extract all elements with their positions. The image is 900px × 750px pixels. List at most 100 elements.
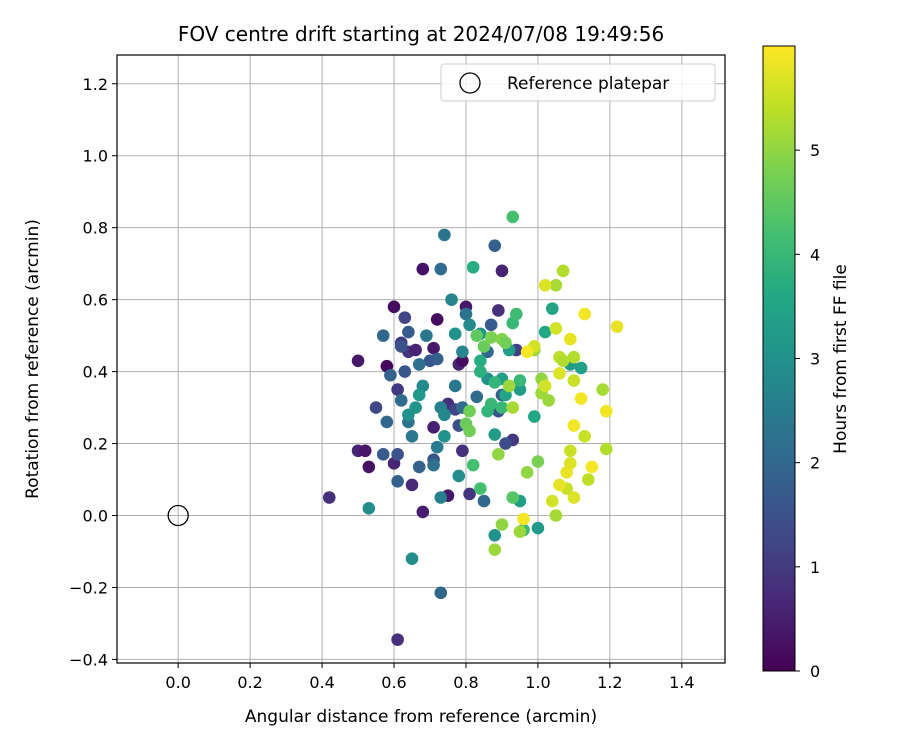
data-point — [474, 365, 487, 378]
y-tick-label: 1.0 — [83, 147, 108, 166]
x-axis-label: Angular distance from reference (arcmin) — [245, 707, 597, 727]
data-point — [513, 374, 527, 387]
data-point — [438, 408, 451, 422]
data-point — [510, 307, 523, 321]
data-point — [387, 300, 401, 314]
data-point — [549, 322, 563, 335]
data-point — [564, 444, 577, 458]
colorbar-ticks: 0 1 2 3 4 5 — [795, 141, 820, 681]
data-point — [376, 448, 390, 461]
data-point — [463, 424, 476, 438]
data-point — [574, 392, 588, 405]
y-tick-label: −0.2 — [69, 578, 108, 597]
data-point — [578, 430, 591, 443]
data-point — [574, 361, 588, 375]
data-point — [599, 404, 613, 418]
data-point — [474, 354, 487, 368]
data-point — [427, 421, 440, 434]
x-tick-label: 0.2 — [237, 673, 262, 692]
data-point — [376, 329, 390, 342]
data-point — [409, 343, 422, 357]
data-point — [405, 552, 419, 565]
data-point — [434, 262, 448, 276]
data-point — [412, 358, 426, 371]
data-point — [391, 448, 404, 461]
data-point — [538, 325, 552, 339]
data-point — [531, 455, 545, 468]
data-point — [427, 458, 440, 472]
data-point — [456, 444, 469, 458]
data-point — [488, 428, 502, 441]
data-point — [513, 383, 527, 396]
data-point — [549, 278, 563, 292]
data-point — [412, 460, 426, 474]
data-point — [477, 494, 491, 508]
data-point — [553, 478, 566, 492]
data-point — [466, 458, 480, 472]
data-point — [556, 354, 570, 368]
grid-lines — [117, 55, 725, 663]
x-tick-label: 1.0 — [525, 673, 550, 692]
data-point — [369, 401, 383, 414]
data-point — [538, 379, 552, 393]
data-point — [567, 374, 581, 387]
data-point — [456, 354, 469, 368]
data-point — [438, 228, 451, 242]
legend: Reference platepar — [440, 63, 716, 102]
data-point — [546, 494, 559, 508]
data-point — [430, 440, 444, 454]
data-point — [520, 345, 534, 359]
data-point — [470, 390, 484, 404]
plot-frame — [116, 54, 726, 664]
data-point — [495, 518, 509, 531]
data-point — [402, 325, 415, 339]
data-point — [488, 239, 502, 252]
data-point — [553, 367, 566, 380]
x-tick-label: 0.4 — [309, 673, 334, 692]
colorbar-label: Hours from first FF file — [831, 264, 851, 454]
data-point — [564, 332, 577, 346]
data-point — [456, 345, 469, 359]
data-point — [492, 304, 505, 317]
data-point — [391, 383, 404, 396]
x-tick-label: 1.2 — [597, 673, 622, 692]
x-tick-label: 0.0 — [165, 673, 190, 692]
y-tick-label: −0.4 — [69, 650, 108, 669]
colorbar-tick-label: 2 — [810, 454, 820, 473]
legend-box — [440, 63, 716, 102]
data-point — [502, 379, 516, 393]
colorbar-tick-label: 0 — [810, 662, 820, 681]
legend-label: Reference platepar — [507, 74, 669, 94]
data-point — [599, 442, 613, 456]
data-point — [448, 327, 462, 341]
data-point — [484, 318, 498, 332]
data-point — [430, 313, 444, 326]
data-point — [474, 482, 487, 495]
y-tick-label: 0.0 — [83, 506, 108, 525]
data-point — [531, 521, 545, 535]
data-point — [488, 543, 502, 556]
data-point — [495, 401, 509, 414]
data-point — [506, 210, 520, 224]
data-point — [506, 401, 520, 414]
data-point — [528, 410, 541, 423]
data-point — [484, 397, 498, 411]
data-point — [488, 376, 502, 389]
reference-platepar-marker — [167, 504, 189, 527]
data-point — [394, 394, 408, 407]
data-point — [495, 264, 509, 278]
data-point — [538, 278, 552, 292]
data-point — [459, 307, 473, 321]
colorbar-tick-label: 1 — [810, 558, 820, 577]
data-point — [434, 586, 448, 600]
legend-marker — [459, 72, 481, 94]
data-point — [362, 460, 376, 474]
reference-marker-layer — [167, 504, 189, 527]
data-point — [466, 260, 480, 274]
data-point — [492, 448, 505, 461]
data-point — [567, 491, 581, 504]
data-point — [438, 430, 451, 443]
data-point — [445, 293, 458, 306]
data-point — [484, 331, 498, 344]
scatter-points — [322, 210, 624, 646]
